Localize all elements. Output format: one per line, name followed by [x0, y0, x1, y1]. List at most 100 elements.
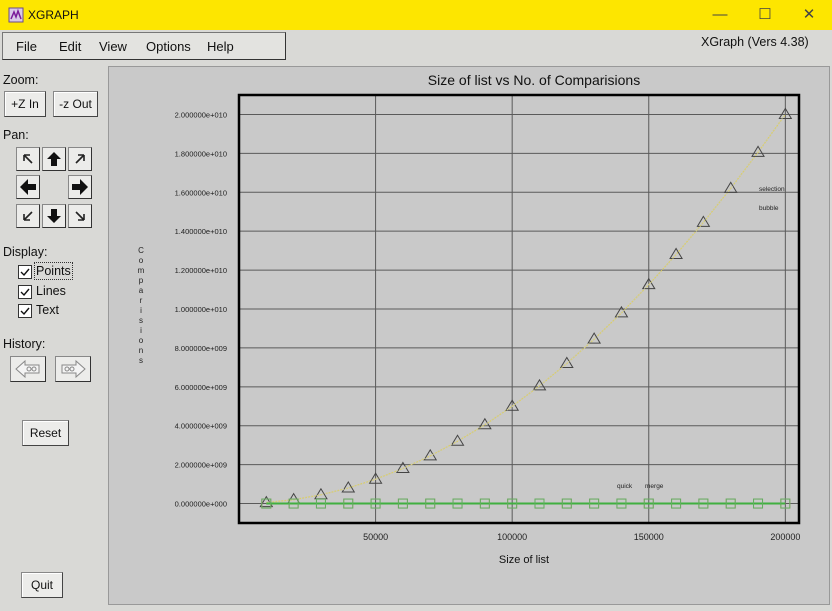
arrow-down-icon: [47, 209, 61, 223]
data-point-merge: [479, 498, 490, 509]
series-label-quick: quick: [617, 483, 633, 490]
checkbox-box[interactable]: [18, 285, 32, 299]
y-tick-label: 1.200000e+010: [175, 266, 227, 275]
menu-bar: File Edit View Options Help: [2, 32, 286, 60]
pan-down-right-button[interactable]: [68, 204, 92, 228]
lines-label: Lines: [36, 284, 66, 298]
data-point-selection: [587, 332, 602, 344]
data-point-selection: [259, 495, 274, 508]
close-button[interactable]: ✕: [802, 6, 816, 23]
arrow-down-right-icon: [75, 211, 85, 221]
data-point-selection: [614, 305, 629, 318]
pan-up-right-button[interactable]: [68, 147, 92, 171]
points-label: Points: [34, 262, 73, 280]
data-point-selection: [314, 487, 328, 500]
history-back-button[interactable]: [10, 356, 46, 382]
data-point-selection: [450, 434, 465, 446]
check-icon: [20, 268, 30, 277]
x-tick-label: 100000: [497, 532, 527, 542]
quit-button[interactable]: Quit: [21, 572, 63, 598]
x-tick-label: 150000: [634, 532, 664, 542]
arrow-up-right-icon: [75, 154, 85, 164]
maximize-button[interactable]: ☐: [758, 6, 772, 23]
zoom-in-button[interactable]: +Z In: [4, 91, 46, 117]
checkbox-box[interactable]: [18, 265, 32, 279]
version-label: XGraph (Vers 4.38): [701, 35, 809, 49]
pan-up-left-button[interactable]: [16, 147, 40, 171]
data-point-selection: [641, 277, 656, 290]
y-tick-label: 8.000000e+009: [175, 344, 227, 353]
data-point-merge: [780, 498, 791, 509]
pan-right-button[interactable]: [68, 175, 92, 199]
y-axis-label-char: p: [139, 276, 144, 285]
menu-file[interactable]: File: [16, 39, 37, 54]
y-axis-label-char: a: [139, 286, 144, 295]
data-point-merge: [288, 498, 299, 509]
data-point-merge: [753, 498, 764, 509]
history-forward-icon: [61, 359, 86, 379]
data-point-selection: [396, 461, 410, 474]
x-axis-label: Size of list: [499, 554, 549, 566]
y-tick-label: 6.000000e+009: [175, 383, 227, 392]
data-point-merge: [534, 498, 545, 509]
menu-options[interactable]: Options: [146, 39, 191, 54]
data-point-selection: [341, 481, 356, 493]
history-forward-button[interactable]: [55, 356, 91, 382]
zoom-label: Zoom:: [3, 73, 39, 87]
x-tick-label: 50000: [363, 532, 388, 542]
check-icon: [20, 288, 30, 297]
y-axis-label-char: n: [139, 346, 143, 355]
data-point-selection: [751, 145, 765, 157]
y-tick-label: 2.000000e+009: [175, 461, 227, 470]
chart: Size of list vs No. of Comparisions 50000…: [138, 72, 801, 566]
menu-edit[interactable]: Edit: [59, 39, 82, 54]
y-tick-label: 4.000000e+009: [175, 422, 227, 431]
lines-checkbox[interactable]: Lines: [18, 284, 78, 300]
y-axis-label-char: C: [138, 246, 144, 255]
chart-title: Size of list vs No. of Comparisions: [428, 72, 640, 88]
data-point-selection: [696, 215, 711, 227]
menu-help[interactable]: Help: [207, 39, 234, 54]
y-tick-label: 1.000000e+010: [175, 305, 227, 314]
y-tick-label: 2.000000e+010: [175, 110, 227, 119]
data-point-merge: [315, 498, 326, 509]
y-axis-label-char: i: [140, 306, 142, 315]
pan-down-button[interactable]: [42, 204, 66, 228]
y-axis-label-char: o: [139, 256, 144, 265]
text-label: Text: [36, 303, 59, 317]
data-point-merge: [589, 498, 600, 509]
reset-button[interactable]: Reset: [22, 420, 69, 446]
x-tick-label: 200000: [770, 532, 800, 542]
menu-view[interactable]: View: [99, 39, 127, 54]
data-point-merge: [261, 498, 272, 509]
data-point-selection: [368, 472, 383, 484]
pan-down-left-button[interactable]: [16, 204, 40, 228]
window-title: XGRAPH: [28, 8, 79, 22]
data-point-merge: [561, 498, 572, 509]
check-icon: [20, 307, 30, 316]
y-axis-label-char: s: [139, 316, 143, 325]
data-point-merge: [698, 498, 709, 509]
y-axis-label-char: s: [139, 356, 143, 365]
pan-label: Pan:: [3, 128, 29, 142]
y-tick-label: 0.000000e+000: [175, 500, 227, 509]
points-checkbox[interactable]: Points: [18, 262, 78, 280]
text-checkbox[interactable]: Text: [18, 303, 78, 319]
data-point-merge: [343, 498, 354, 509]
series-line-selection: [266, 114, 786, 504]
y-axis-label-char: r: [140, 296, 143, 305]
data-point-merge: [370, 498, 381, 509]
minimize-button[interactable]: —: [712, 6, 728, 23]
pan-left-button[interactable]: [16, 175, 40, 199]
data-point-selection: [505, 399, 520, 411]
display-label: Display:: [3, 245, 48, 259]
history-label: History:: [3, 337, 46, 351]
zoom-out-button[interactable]: -z Out: [53, 91, 98, 117]
data-point-merge: [671, 498, 682, 509]
pan-up-button[interactable]: [42, 147, 66, 171]
checkbox-box[interactable]: [18, 304, 32, 318]
data-point-selection: [778, 107, 793, 119]
data-point-merge: [397, 498, 408, 509]
data-point-merge: [643, 498, 654, 509]
history-back-icon: [15, 359, 40, 379]
